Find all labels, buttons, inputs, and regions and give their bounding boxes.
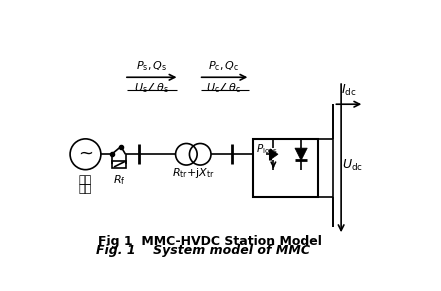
Bar	[112, 161, 126, 168]
Text: $R_{\rm tr}$+j$X_{\rm tr}$: $R_{\rm tr}$+j$X_{\rm tr}$	[172, 166, 215, 180]
Text: $R_{\rm f}$: $R_{\rm f}$	[113, 173, 126, 187]
Text: $P_{\rm loss}$: $P_{\rm loss}$	[256, 142, 277, 156]
Polygon shape	[295, 148, 307, 160]
Text: $U_{\rm dc}$: $U_{\rm dc}$	[342, 158, 363, 173]
Bar	[253, 139, 318, 197]
Text: 交流: 交流	[79, 175, 92, 185]
Text: 系统: 系统	[79, 184, 92, 194]
Text: $I_{\rm dc}$: $I_{\rm dc}$	[341, 83, 357, 98]
Text: $U_{\rm s}\angle\theta_{\rm s}$: $U_{\rm s}\angle\theta_{\rm s}$	[134, 80, 169, 95]
Polygon shape	[270, 149, 278, 160]
Text: $P_{\rm s},Q_{\rm s}$: $P_{\rm s},Q_{\rm s}$	[136, 60, 167, 73]
Text: $P_{\rm c},Q_{\rm c}$: $P_{\rm c},Q_{\rm c}$	[208, 60, 240, 73]
Text: Fig 1  MMC-HVDC Station Model: Fig 1 MMC-HVDC Station Model	[98, 235, 322, 248]
Text: $U_{\rm c}\angle\theta_{\rm c}$: $U_{\rm c}\angle\theta_{\rm c}$	[206, 80, 242, 95]
Text: Fig. 1    System model of MMC: Fig. 1 System model of MMC	[96, 244, 310, 257]
Text: ~: ~	[78, 145, 93, 162]
